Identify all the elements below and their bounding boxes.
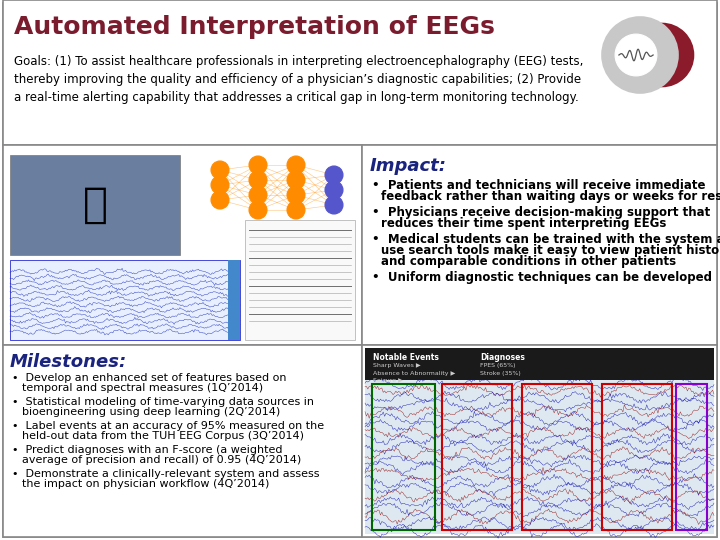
Bar [362,345,717,537]
Text: bioengineering using deep learning (2Q’2014): bioengineering using deep learning (2Q’2… [22,407,280,417]
Circle shape [211,176,229,194]
Bar [228,260,240,340]
Circle shape [615,34,657,76]
Bar [3,145,362,345]
Circle shape [287,156,305,174]
Text: Sharp Waves ▶: Sharp Waves ▶ [373,363,420,368]
Text: •  Develop an enhanced set of features based on: • Develop an enhanced set of features ba… [12,373,287,383]
Text: Impact:: Impact: [370,157,447,175]
Circle shape [287,186,305,204]
Circle shape [249,171,267,189]
Text: use search tools make it easy to view patient histories: use search tools make it easy to view pa… [381,244,720,257]
Text: average of precision and recall) of 0.95 (4Q’2014): average of precision and recall) of 0.95… [22,455,301,465]
Text: Diagnoses: Diagnoses [480,354,525,362]
Circle shape [249,186,267,204]
Bar [365,348,714,380]
Text: •  Demonstrate a clinically-relevant system and assess: • Demonstrate a clinically-relevant syst… [12,469,320,479]
Circle shape [325,166,343,184]
Text: temporal and spectral measures (1Q’2014): temporal and spectral measures (1Q’2014) [22,383,263,393]
Text: held-out data from the TUH EEG Corpus (3Q’2014): held-out data from the TUH EEG Corpus (3… [22,431,304,441]
Bar [245,220,355,340]
Text: •  Patients and technicians will receive immediate: • Patients and technicians will receive … [372,179,706,192]
Text: 📷: 📷 [83,184,107,226]
Text: •  Statistical modeling of time-varying data sources in: • Statistical modeling of time-varying d… [12,397,314,407]
Text: •  Predict diagnoses with an F-score (a weighted: • Predict diagnoses with an F-score (a w… [12,445,282,455]
Text: feedback rather than waiting days or weeks for results: feedback rather than waiting days or wee… [381,190,720,203]
Circle shape [211,191,229,209]
Circle shape [325,181,343,199]
Circle shape [211,161,229,179]
Text: and comparable conditions in other patients: and comparable conditions in other patie… [381,255,676,268]
Text: Seizure ▶: Seizure ▶ [373,377,403,382]
Text: reduces their time spent interpreting EEGs: reduces their time spent interpreting EE… [381,217,667,230]
Circle shape [602,17,678,93]
Circle shape [325,196,343,214]
Text: •  Medical students can be trained with the system and: • Medical students can be trained with t… [372,233,720,246]
Bar [10,260,240,340]
Bar [362,145,717,345]
Text: •  Physicians receive decision-making support that: • Physicians receive decision-making sup… [372,206,710,219]
Text: Notable Events: Notable Events [373,354,439,362]
Bar [675,384,707,530]
Bar [3,345,362,537]
Bar [603,384,672,530]
Text: FPES (65%): FPES (65%) [480,363,516,368]
Bar [522,384,592,530]
Text: •  Label events at an accuracy of 95% measured on the: • Label events at an accuracy of 95% mea… [12,421,324,431]
Text: Stroke (35%): Stroke (35%) [480,370,521,375]
Text: Automated Interpretation of EEGs: Automated Interpretation of EEGs [14,15,495,39]
Bar [10,155,180,255]
Text: Goals: (1) To assist healthcare professionals in interpreting electroencephalogr: Goals: (1) To assist healthcare professi… [14,55,583,104]
Circle shape [249,201,267,219]
Text: Milestones:: Milestones: [10,353,127,371]
Text: Absence to Abnormality ▶: Absence to Abnormality ▶ [373,370,455,375]
Circle shape [249,156,267,174]
Bar [365,380,714,534]
Bar [3,0,717,145]
Circle shape [287,171,305,189]
Bar [372,384,435,530]
Bar [442,384,512,530]
Text: •  Uniform diagnostic techniques can be developed: • Uniform diagnostic techniques can be d… [372,271,712,284]
Circle shape [287,201,305,219]
Circle shape [630,23,694,87]
Text: the impact on physician workflow (4Q’2014): the impact on physician workflow (4Q’201… [22,479,269,489]
